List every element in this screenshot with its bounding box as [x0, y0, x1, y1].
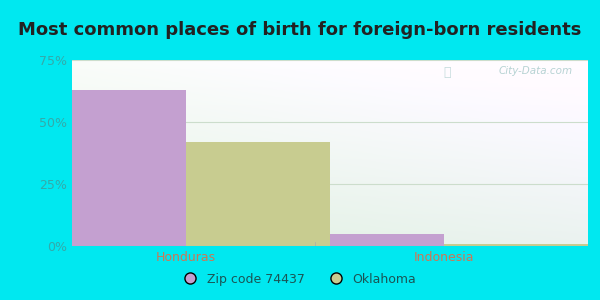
Text: ⦾: ⦾ [443, 66, 451, 79]
Bar [185, 142, 330, 246]
Bar [443, 244, 588, 246]
Bar [41, 90, 185, 246]
Legend: Zip code 74437, Oklahoma: Zip code 74437, Oklahoma [179, 268, 421, 291]
Text: Most common places of birth for foreign-born residents: Most common places of birth for foreign-… [19, 21, 581, 39]
Bar [299, 234, 443, 246]
Text: City-Data.com: City-Data.com [499, 66, 572, 76]
